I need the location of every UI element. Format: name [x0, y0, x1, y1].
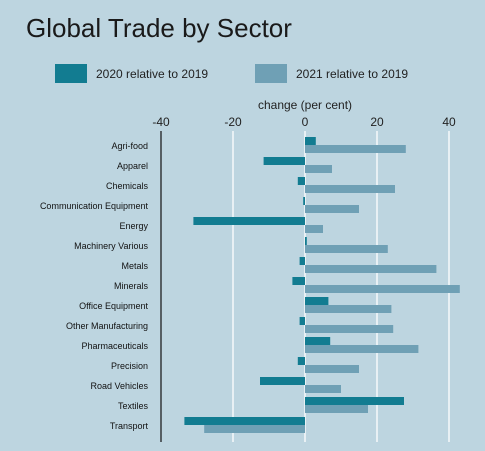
category-label: Other Manufacturing [66, 321, 148, 331]
bar-2021 [204, 425, 305, 433]
bar-2021 [305, 245, 388, 253]
bar-2020 [303, 197, 305, 205]
bar-2021 [305, 165, 332, 173]
bar-2020 [263, 157, 305, 165]
legend-swatch-2021 [255, 64, 287, 83]
category-label: Apparel [117, 161, 148, 171]
bar-2021 [305, 145, 406, 153]
category-labels: Agri-food Apparel Chemicals Communication E… [40, 141, 149, 431]
bar-2021 [305, 225, 323, 233]
bar-2020 [299, 317, 305, 325]
bar-2021 [305, 265, 437, 273]
x-tick-label: -40 [152, 115, 170, 129]
bars [184, 137, 460, 433]
category-label: Minerals [114, 281, 149, 291]
bar-2020 [193, 217, 305, 225]
bar-2020 [184, 417, 305, 425]
bar-2021 [305, 345, 419, 353]
x-tick-label: 20 [370, 115, 384, 129]
bar-2020 [297, 357, 305, 365]
bar-2021 [305, 185, 395, 193]
bar-2020 [305, 297, 329, 305]
bar-2021 [305, 325, 394, 333]
category-label: Transport [110, 421, 149, 431]
bar-2020 [292, 277, 305, 285]
legend-swatch-2020 [55, 64, 87, 83]
x-tick-labels: -40 -20 0 20 40 [152, 115, 456, 129]
category-label: Road Vehicles [90, 381, 148, 391]
x-tick-label: 0 [302, 115, 309, 129]
legend-label-2020: 2020 relative to 2019 [96, 67, 208, 81]
category-label: Agri-food [111, 141, 148, 151]
legend-label-2021: 2021 relative to 2019 [296, 67, 408, 81]
bar-2021 [305, 405, 368, 413]
x-tick-label: 40 [442, 115, 456, 129]
category-label: Metals [121, 261, 148, 271]
x-axis-label: change (per cent) [258, 98, 352, 112]
category-label: Pharmaceuticals [81, 341, 148, 351]
x-tick-label: -20 [224, 115, 242, 129]
category-label: Machinery Various [74, 241, 148, 251]
category-label: Office Equipment [79, 301, 148, 311]
bar-2020 [305, 137, 316, 145]
chart-title: Global Trade by Sector [26, 13, 292, 43]
bar-2021 [305, 365, 359, 373]
category-label: Textiles [118, 401, 149, 411]
bar-2021 [305, 305, 392, 313]
bar-2021 [305, 205, 359, 213]
bar-2020 [299, 257, 305, 265]
category-label: Energy [119, 221, 148, 231]
bar-2020 [305, 397, 404, 405]
category-label: Precision [111, 361, 148, 371]
bar-2020 [305, 237, 307, 245]
legend: 2020 relative to 2019 2021 relative to 2… [55, 64, 408, 83]
bar-2020 [297, 177, 305, 185]
bar-2020 [260, 377, 305, 385]
bar-2021 [305, 385, 341, 393]
bar-2021 [305, 285, 460, 293]
bar-2020 [305, 337, 331, 345]
category-label: Communication Equipment [40, 201, 149, 211]
category-label: Chemicals [106, 181, 149, 191]
